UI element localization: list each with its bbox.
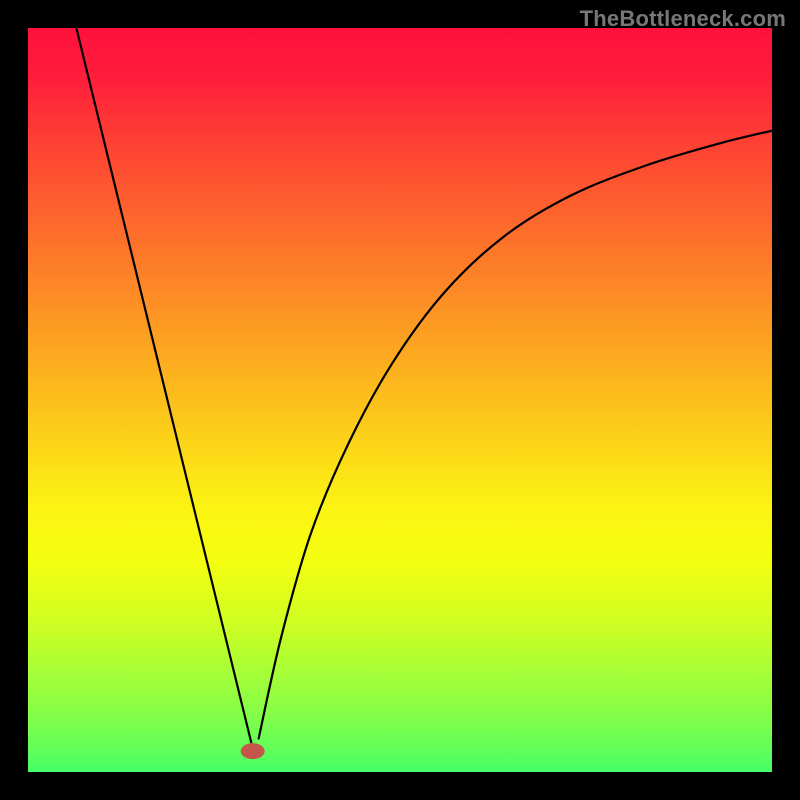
chart-background [28,28,772,772]
chart-container: TheBottleneck.com [0,0,800,800]
bottleneck-curve-chart [0,0,800,800]
optimum-marker [241,743,265,759]
watermark: TheBottleneck.com [580,6,786,32]
